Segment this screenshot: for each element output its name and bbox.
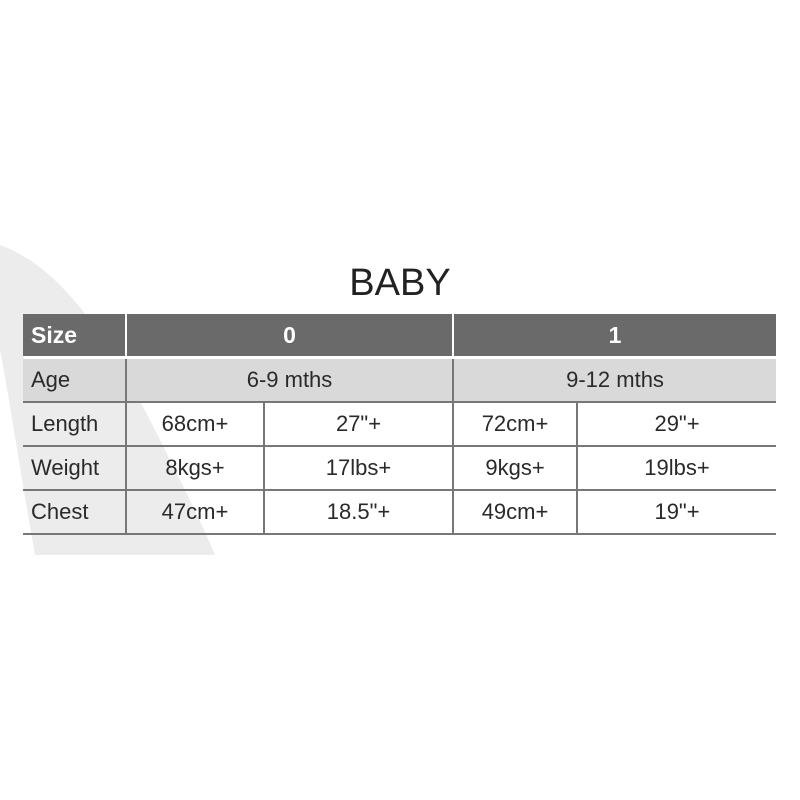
row-label: Weight (23, 446, 127, 491)
row-label: Age (23, 357, 127, 403)
row-label: Chest (23, 490, 127, 535)
table-cell: 29"+ (577, 402, 777, 447)
page-title: BABY (349, 262, 451, 304)
table-cell: 49cm+ (453, 490, 579, 535)
table-cell: 19lbs+ (577, 446, 777, 491)
header-label: Size (23, 314, 127, 359)
table-cell: 18.5"+ (264, 490, 455, 535)
row-label: Length (23, 402, 127, 447)
table-row: Weight 8kgs+ 17lbs+ 9kgs+ 19lbs+ (23, 446, 777, 491)
table-header-row: Size 0 1 (23, 314, 777, 359)
table-cell: 9-12 mths (453, 357, 777, 403)
table-cell: 9kgs+ (453, 446, 579, 491)
table-row: Length 68cm+ 27"+ 72cm+ 29"+ (23, 402, 777, 447)
table-cell: 47cm+ (126, 490, 265, 535)
size-chart-table: Size 0 1 Age 6-9 mths 9-12 mths Length 6… (23, 314, 777, 535)
table-cell: 27"+ (264, 402, 455, 447)
table-cell: 68cm+ (126, 402, 265, 447)
table-cell: 6-9 mths (126, 357, 455, 403)
table-cell: 19"+ (577, 490, 777, 535)
table-cell: 72cm+ (453, 402, 579, 447)
table-cell: 8kgs+ (126, 446, 265, 491)
table-row: Chest 47cm+ 18.5"+ 49cm+ 19"+ (23, 490, 777, 535)
table-row: Age 6-9 mths 9-12 mths (23, 357, 777, 403)
size-0-header: 0 (126, 314, 455, 359)
table-cell: 17lbs+ (264, 446, 455, 491)
size-1-header: 1 (453, 314, 777, 359)
